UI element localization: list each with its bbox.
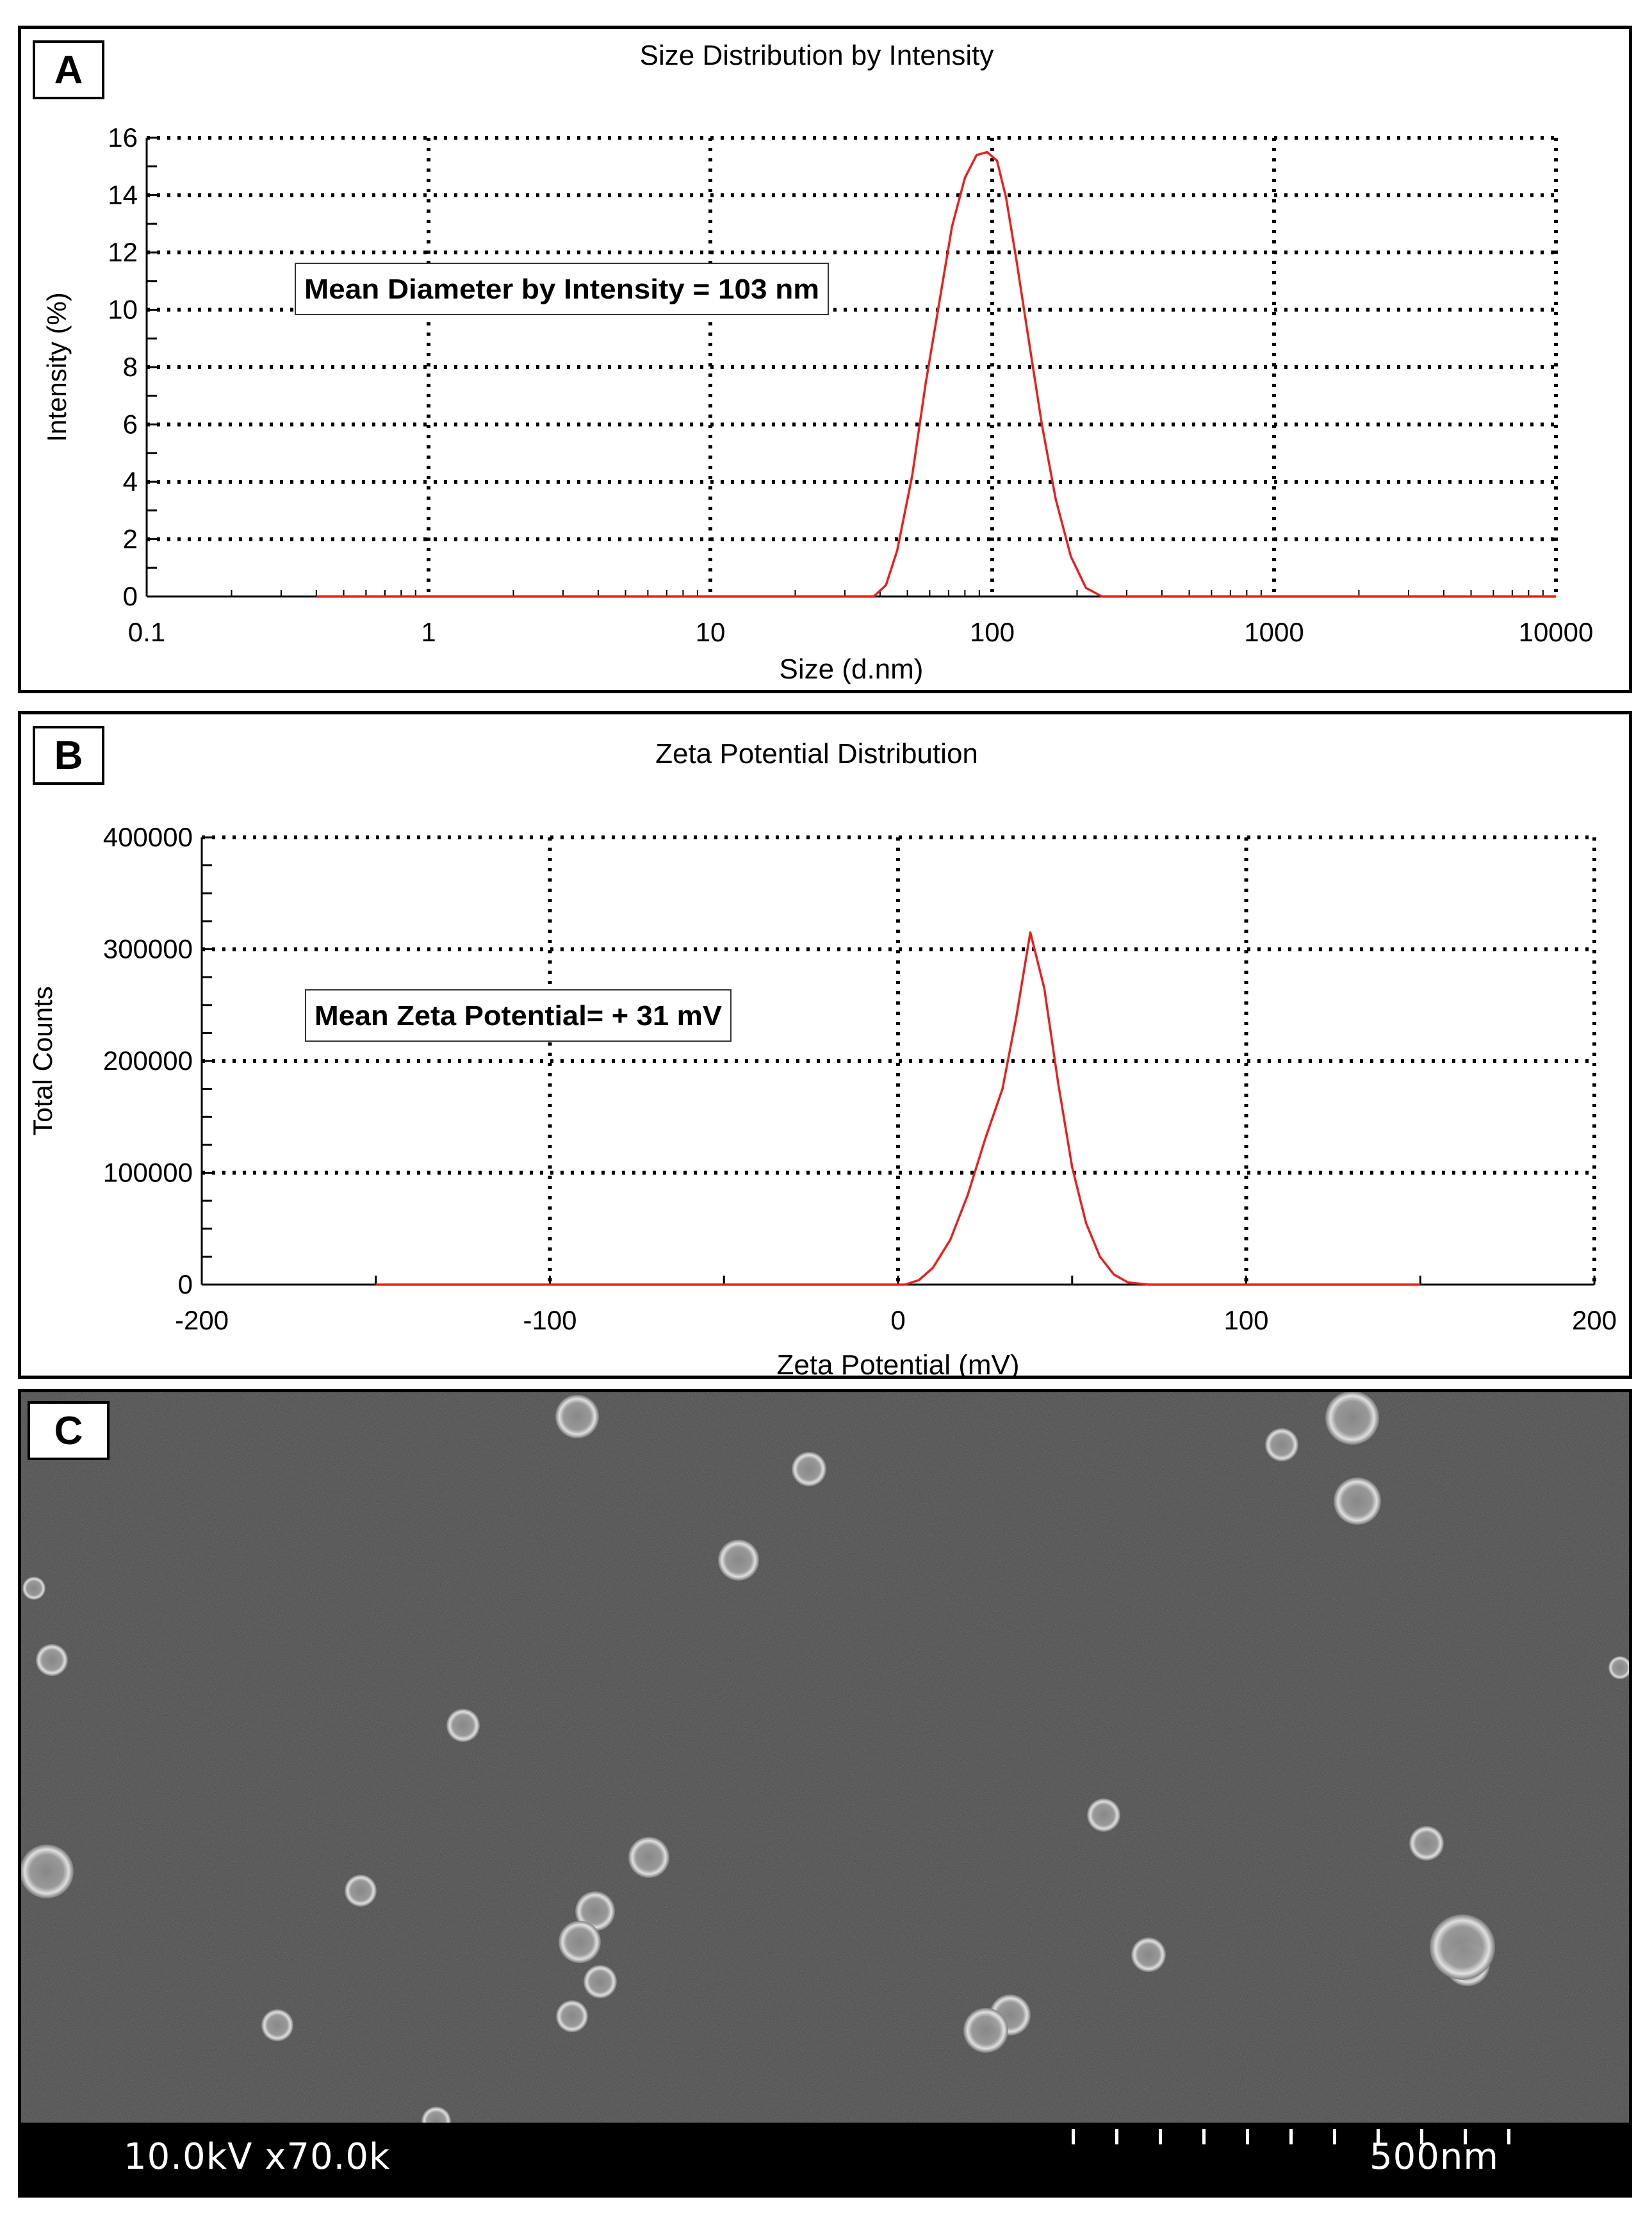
nanoparticle [261, 2009, 293, 2041]
scale-tick [1333, 2129, 1336, 2144]
x-tick-label: -100 [523, 1305, 577, 1335]
x-tick-label: 0 [890, 1305, 905, 1335]
y-tick-label: 16 [108, 122, 138, 152]
y-tick-label: 14 [108, 180, 138, 210]
nanoparticle [446, 1709, 480, 1742]
nanoparticle [556, 2000, 588, 2032]
nanoparticle [22, 1577, 45, 1600]
nanoparticle [1325, 1392, 1379, 1445]
panel-label-c: C [28, 1401, 110, 1460]
nanoparticle [421, 2107, 451, 2123]
nanoparticle [555, 1395, 599, 1438]
nanoparticle [21, 1845, 74, 1898]
annotation-text: Mean Zeta Potential= + 31 mV [315, 1000, 723, 1032]
scale-tick [1377, 2129, 1380, 2144]
sem-acquisition-info: 10.0kV x70.0k [124, 2136, 391, 2178]
sem-image [21, 1392, 1629, 2123]
scale-tick [1115, 2129, 1118, 2144]
nanoparticle [584, 1965, 617, 1998]
sem-info-bar: 10.0kV x70.0k 500nm [21, 2123, 1629, 2194]
nanoparticle [1131, 1937, 1166, 1972]
y-axis-label: Intensity (%) [42, 292, 72, 441]
annotation-text: Mean Diameter by Intensity = 103 nm [304, 274, 819, 305]
scale-tick [1464, 2129, 1467, 2144]
annotation-box [305, 989, 732, 1042]
nanoparticle [718, 1540, 759, 1581]
panel-label-b: B [33, 726, 104, 785]
y-tick-label: 6 [123, 409, 138, 440]
x-tick-label: -200 [175, 1305, 229, 1335]
scale-bar-ticks [1072, 2129, 1510, 2144]
y-tick-label: 100000 [103, 1158, 193, 1188]
x-tick-label: 10000 [1519, 617, 1594, 647]
nanoparticle [628, 1837, 669, 1878]
scale-tick [1420, 2129, 1423, 2144]
size-distribution-chart: 0.1 1 10 100 1000 10000 0 2 4 6 8 10 12 14 16 Size Dist… [42, 40, 1594, 685]
y-tick-label: 0 [178, 1269, 193, 1299]
scale-tick [1202, 2129, 1206, 2144]
nanoparticle [963, 2008, 1008, 2053]
y-tick-label: 4 [123, 466, 138, 497]
nanoparticle [792, 1452, 826, 1486]
x-tick-label: 10 [696, 617, 726, 647]
x-tick-label: 100 [970, 617, 1015, 647]
sem-scale-label: 500nm [1370, 2136, 1499, 2178]
series-line-0 [316, 151, 1556, 598]
nanoparticle [575, 1891, 615, 1931]
x-tick-label: 100 [1223, 1305, 1268, 1335]
y-tick-label: 0 [123, 581, 138, 611]
panel-a-size-distribution: A 0.1 1 10 100 1000 10000 0 2 4 6 8 10 12 14 16 Size Di… [18, 26, 1632, 693]
y-tick-label: 300000 [103, 934, 193, 964]
nanoparticle-group [21, 1392, 1629, 2123]
nanoparticle [559, 1921, 601, 1963]
grid-0 [147, 136, 1558, 596]
scale-tick [1159, 2129, 1162, 2144]
nanoparticle [36, 1644, 68, 1676]
nanoparticle [345, 1875, 377, 1907]
nanoparticle [1334, 1477, 1381, 1525]
scale-tick [1072, 2129, 1075, 2144]
y-tick-label: 400000 [103, 822, 193, 852]
chart-title: Size Distribution by Intensity [640, 40, 994, 71]
panel-b-zeta-potential: B -200 -100 0 100 200 0 100000 200000 300000 4000… [18, 711, 1632, 1379]
y-tick-label: 200000 [103, 1046, 193, 1076]
zeta-potential-chart: -200 -100 0 100 200 0 100000 200000 300000 400000… [28, 738, 1617, 1376]
x-tick-label: 0.1 [128, 617, 165, 647]
scale-tick [1289, 2129, 1293, 2144]
nanoparticle [1265, 1428, 1298, 1461]
x-tick-label: 1 [421, 617, 436, 647]
nanoparticle [1608, 1656, 1629, 1679]
x-tick-label: 1000 [1244, 617, 1304, 647]
sem-texture [21, 1392, 1629, 2123]
panel-label-a: A [33, 40, 104, 99]
y-tick-label: 2 [123, 524, 138, 554]
nanoparticle [1087, 1798, 1120, 1832]
x-tick-label: 200 [1572, 1305, 1617, 1335]
annotation-box [295, 263, 829, 315]
chart-title: Zeta Potential Distribution [655, 738, 978, 769]
x-axis-label: Size (d.nm) [780, 654, 924, 685]
x-axis-label: Zeta Potential (mV) [776, 1349, 1019, 1376]
y-tick-label: 10 [108, 295, 138, 325]
y-axis-label: Total Counts [28, 986, 58, 1135]
grid-1 [202, 835, 1596, 1285]
scale-tick [1246, 2129, 1249, 2144]
series-line-0 [375, 931, 1421, 1286]
nanoparticle [1430, 1914, 1495, 1980]
y-tick-label: 12 [108, 237, 138, 267]
scale-tick [1507, 2129, 1510, 2144]
panel-c-sem-micrograph: C 10.0kV x70.0k 500nm [18, 1389, 1632, 2198]
y-tick-label: 8 [123, 352, 138, 382]
nanoparticle [1409, 1826, 1444, 1861]
